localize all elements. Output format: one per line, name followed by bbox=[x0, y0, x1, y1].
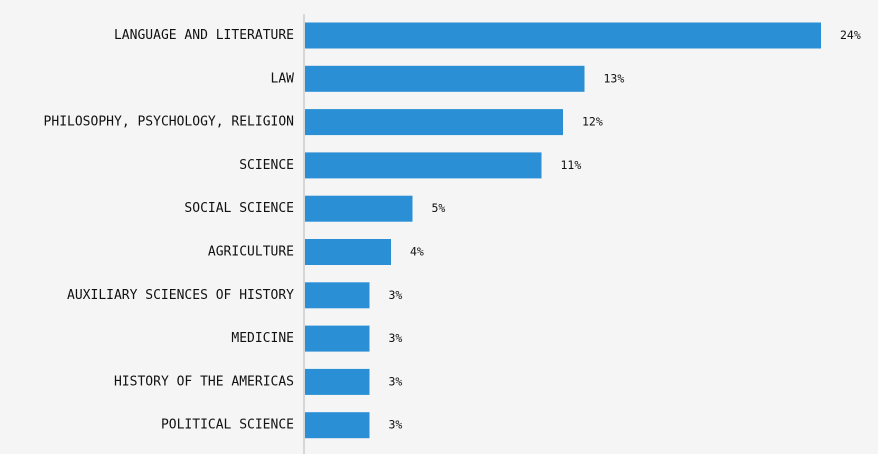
bar bbox=[305, 412, 370, 439]
category-label: AGRICULTURE bbox=[208, 245, 294, 260]
category-label: SOCIAL SCIENCE bbox=[184, 201, 294, 216]
value-label: 13% bbox=[604, 71, 625, 85]
value-label: 12% bbox=[582, 115, 603, 129]
value-label: 3% bbox=[389, 331, 403, 345]
value-label: 3% bbox=[389, 418, 403, 432]
bar bbox=[305, 239, 391, 265]
category-label: AUXILIARY SCIENCES OF HISTORY bbox=[67, 288, 294, 303]
category-label: HISTORY OF THE AMERICAS bbox=[114, 374, 294, 389]
value-label: 3% bbox=[389, 374, 403, 388]
category-label: MEDICINE bbox=[231, 331, 294, 346]
category-label: LAW bbox=[271, 71, 295, 86]
bar bbox=[305, 368, 370, 395]
bar bbox=[305, 195, 413, 222]
value-label: 24% bbox=[840, 28, 861, 42]
value-label: 11% bbox=[561, 158, 582, 172]
bar bbox=[305, 22, 821, 49]
category-label: POLITICAL SCIENCE bbox=[161, 418, 294, 433]
value-label: 3% bbox=[389, 288, 403, 302]
value-label: 5% bbox=[432, 201, 446, 215]
category-label: PHILOSOPHY, PSYCHOLOGY, RELIGION bbox=[44, 115, 294, 130]
bar bbox=[305, 152, 542, 179]
bar bbox=[305, 325, 370, 352]
bar bbox=[305, 65, 585, 92]
value-label: 4% bbox=[410, 245, 424, 259]
bar bbox=[305, 282, 370, 309]
category-label: LANGUAGE AND LITERATURE bbox=[114, 28, 294, 43]
category-label: SCIENCE bbox=[239, 158, 294, 173]
bar bbox=[305, 109, 563, 136]
